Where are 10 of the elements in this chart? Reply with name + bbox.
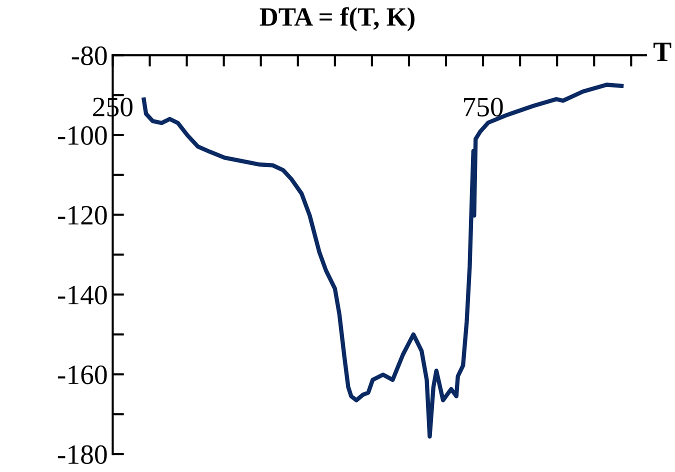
y-tick-label: -120	[58, 206, 107, 225]
y-tick-label: -140	[58, 286, 107, 304]
y-tick-label: -160	[58, 365, 107, 384]
y-tick-label: -100	[58, 126, 107, 145]
chart-title: DTA = f(T, K)	[260, 7, 414, 32]
x-tick-label: 750	[464, 98, 503, 116]
y-tick-label: -180	[58, 445, 107, 464]
y-tick-label: -80	[72, 46, 107, 66]
x-axis-title: T	[654, 42, 672, 61]
line-series	[142, 82, 624, 439]
